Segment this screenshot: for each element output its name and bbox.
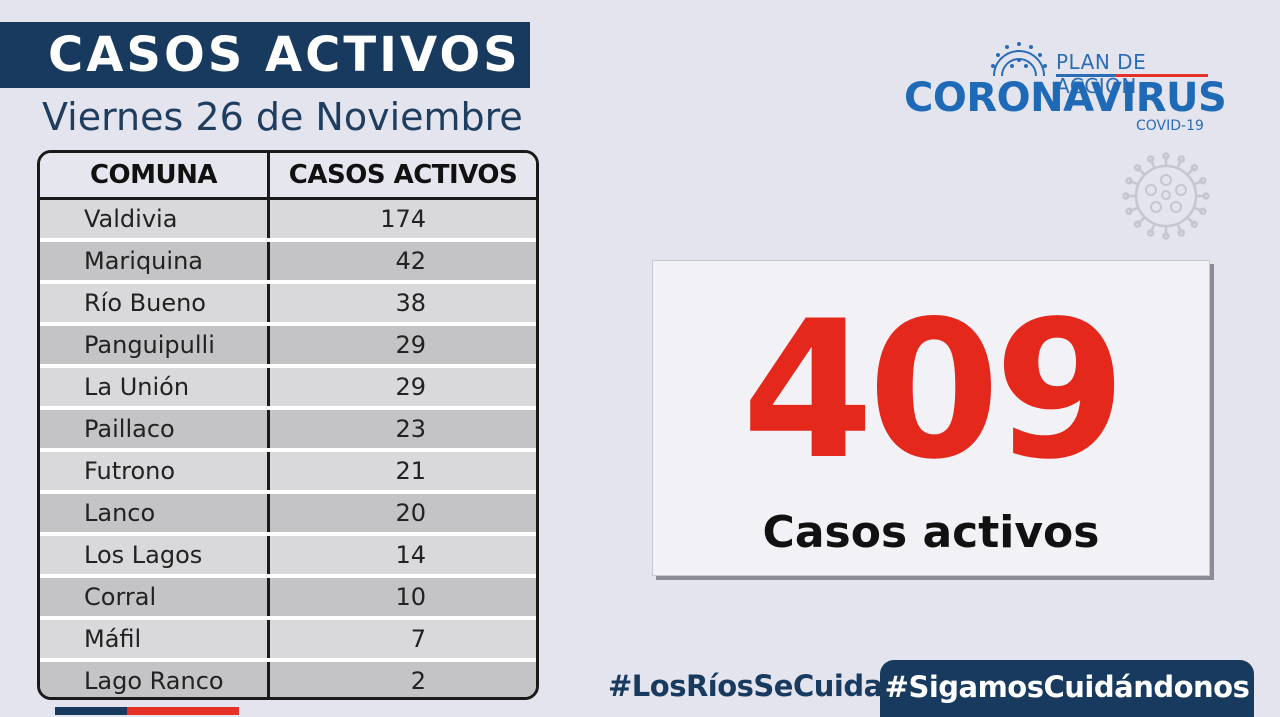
casos-cell: 29 — [268, 366, 536, 410]
casos-cell: 20 — [268, 492, 536, 536]
table-row: Futrono 21 — [40, 450, 536, 494]
comuna-cell: Río Bueno — [40, 282, 270, 326]
logo-underline — [1056, 74, 1208, 77]
total-cases-label: Casos activos — [762, 507, 1100, 558]
comuna-cell: Mariquina — [40, 240, 270, 284]
table-row: Corral 10 — [40, 576, 536, 620]
total-cases-card: 409 Casos activos — [652, 260, 1210, 576]
casos-cell: 38 — [268, 282, 536, 326]
comuna-cell: Corral — [40, 576, 270, 620]
table-row: Valdivia 174 — [40, 198, 536, 242]
casos-cell: 42 — [268, 240, 536, 284]
casos-cell: 174 — [268, 198, 536, 242]
table-row: Río Bueno 38 — [40, 282, 536, 326]
comuna-cell: Panguipulli — [40, 324, 270, 368]
hashtag-sigamos: #SigamosCuidándonos — [880, 660, 1254, 717]
table-row: Panguipulli 29 — [40, 324, 536, 368]
table-row: Lanco 20 — [40, 492, 536, 536]
column-header-casos: CASOS ACTIVOS — [268, 153, 536, 200]
table-row: Paillaco 23 — [40, 408, 536, 452]
casos-cell: 7 — [268, 618, 536, 662]
total-cases-number: 409 — [741, 280, 1127, 501]
hashtag-los-rios: #LosRíosSeCuida — [608, 669, 883, 703]
coronavirus-logo: PLAN DE ACCIÓN CORONAVIRUS COVID-19 — [900, 38, 1227, 138]
bottom-stripe-red — [127, 707, 239, 715]
casos-cell: 23 — [268, 408, 536, 452]
page-title: CASOS ACTIVOS — [48, 27, 521, 83]
table-row: Lago Ranco 2 — [40, 660, 536, 697]
title-banner: CASOS ACTIVOS — [0, 22, 530, 88]
virus-icon — [991, 42, 1047, 77]
comuna-cell: Los Lagos — [40, 534, 270, 578]
comuna-cell: Lago Ranco — [40, 660, 270, 697]
logo-coronavirus-text: CORONAVIRUS — [904, 75, 1227, 121]
casos-cell: 10 — [268, 576, 536, 620]
comuna-cell: Valdivia — [40, 198, 270, 242]
date-subtitle: Viernes 26 de Noviembre — [42, 95, 523, 139]
table-row: Mariquina 42 — [40, 240, 536, 284]
casos-cell: 21 — [268, 450, 536, 494]
comuna-cell: Paillaco — [40, 408, 270, 452]
comuna-cell: Máfil — [40, 618, 270, 662]
table-header-row: COMUNA CASOS ACTIVOS — [40, 153, 536, 200]
casos-cell: 14 — [268, 534, 536, 578]
casos-cell: 29 — [268, 324, 536, 368]
table-row: La Unión 29 — [40, 366, 536, 410]
cases-table: COMUNA CASOS ACTIVOS Valdivia 174 Mariquin… — [37, 150, 539, 700]
logo-covid-text: COVID-19 — [1136, 118, 1204, 134]
logo-plan-text: PLAN DE ACCIÓN — [1056, 50, 1147, 98]
comuna-cell: Futrono — [40, 450, 270, 494]
bottom-stripe-blue — [55, 707, 127, 715]
table-row: Máfil 7 — [40, 618, 536, 662]
comuna-cell: La Unión — [40, 366, 270, 410]
casos-cell: 2 — [268, 660, 536, 697]
column-header-comuna: COMUNA — [40, 153, 270, 200]
comuna-cell: Lanco — [40, 492, 270, 536]
table-row: Los Lagos 14 — [40, 534, 536, 578]
virus-decoration-icon — [1122, 152, 1210, 240]
